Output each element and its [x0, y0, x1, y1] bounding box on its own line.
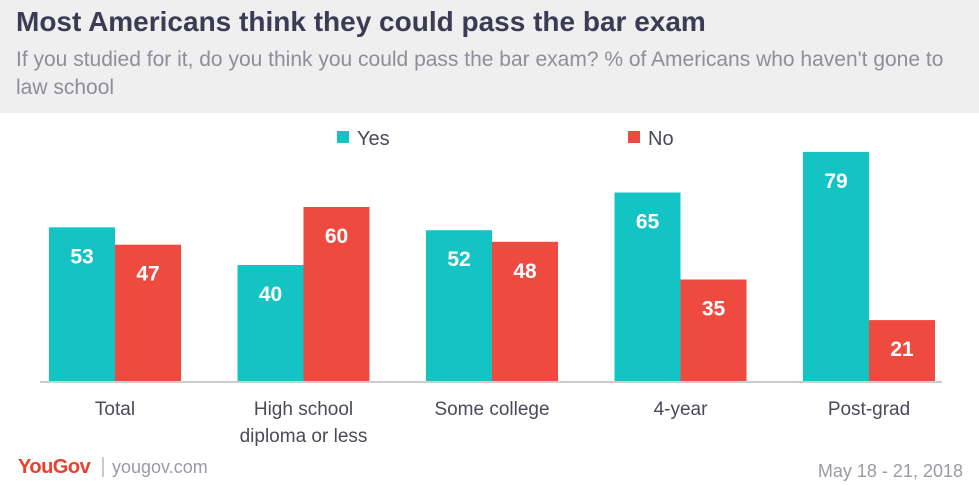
category-label-1-0: High school [254, 399, 353, 420]
data-label-no-1: 60 [325, 225, 348, 248]
data-label-no-2: 48 [513, 260, 537, 283]
bar-no-4 [869, 320, 935, 381]
data-label-yes-3: 65 [636, 211, 660, 234]
category-label-0-0: Total [95, 399, 135, 420]
category-label-1-1: diploma or less [240, 426, 368, 447]
bar-no-3 [680, 279, 747, 381]
bar-yes-0 [49, 227, 115, 381]
chart-subtitle: If you studied for it, do you think you … [16, 48, 944, 99]
data-label-yes-4: 79 [824, 170, 847, 193]
chart-header: Most Americans think they could pass the… [0, 0, 979, 113]
bar-yes-1 [237, 265, 304, 381]
data-label-no-3: 35 [702, 298, 726, 321]
bar-chart: Yes No 53 47 40 60 52 48 65 35 79 21 Total High schoo… [40, 128, 942, 447]
data-label-no-4: 21 [890, 338, 914, 361]
legend-swatch-yes [337, 131, 349, 143]
data-label-yes-0: 53 [70, 245, 93, 268]
chart-title: Most Americans think they could pass the… [16, 6, 706, 37]
footer-divider [102, 457, 104, 477]
bar-no-1 [303, 207, 370, 381]
yougov-logo: YouGov [18, 456, 91, 478]
category-label-3-0: 4-year [654, 399, 709, 420]
bar-no-2 [492, 241, 558, 381]
bar-yes-4 [803, 151, 869, 381]
category-label-4-0: Post-grad [828, 399, 910, 420]
footer-url: yougov.com [112, 457, 208, 477]
legend-label-yes: Yes [357, 128, 390, 150]
survey-date: May 18 - 21, 2018 [817, 461, 963, 481]
bar-no-0 [115, 244, 181, 381]
data-label-yes-2: 52 [447, 248, 470, 271]
category-label-2-0: Some college [434, 399, 549, 420]
legend-label-no: No [648, 128, 674, 150]
bar-yes-2 [426, 230, 492, 381]
legend-swatch-no [628, 131, 640, 143]
data-label-yes-1: 40 [259, 283, 282, 306]
bar-yes-3 [614, 192, 681, 381]
data-label-no-0: 47 [136, 263, 159, 286]
